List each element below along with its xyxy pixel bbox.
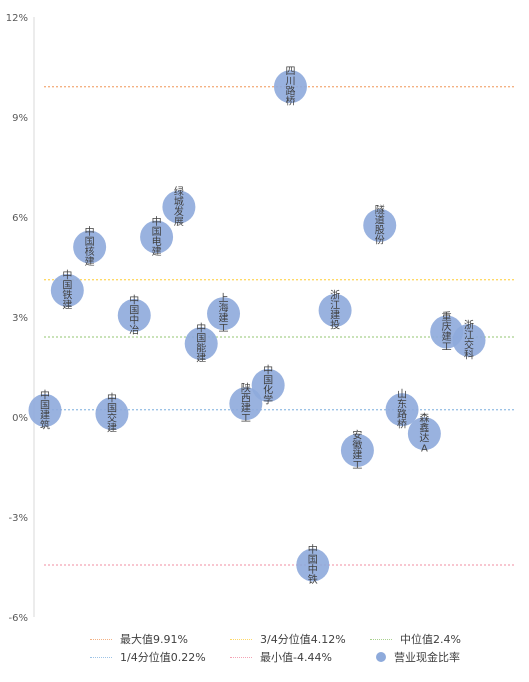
data-point <box>296 548 330 582</box>
data-point <box>184 327 218 361</box>
data-point-label: 中国中铁 <box>308 543 318 586</box>
data-point <box>28 393 62 427</box>
legend: 最大值9.91% 3/4分位值4.12% 中位值2.4% 1/4分位值0.22%… <box>0 626 529 676</box>
legend-marker-min <box>230 656 252 658</box>
data-point-label: 山东路桥 <box>397 389 407 431</box>
data-point-label: 隧道股份 <box>375 203 385 246</box>
legend-label-series: 营业现金比率 <box>394 651 460 664</box>
y-tick-label: -6% <box>9 613 28 624</box>
data-point <box>340 433 374 467</box>
y-tick-label: 3% <box>12 313 28 324</box>
y-tick-label: 12% <box>6 13 28 24</box>
data-point-label: 中国核建 <box>85 225 95 268</box>
data-point <box>140 220 174 254</box>
data-point-label: 陕西建工 <box>241 382 251 425</box>
data-point <box>385 393 419 427</box>
legend-item-q3: 3/4分位值4.12% <box>230 632 346 646</box>
data-point <box>95 397 129 431</box>
y-tick-label: 0% <box>12 413 28 424</box>
y-tick-label: 9% <box>12 113 28 124</box>
legend-item-q1: 1/4分位值0.22% <box>90 650 206 664</box>
legend-label-q3: 3/4分位值4.12% <box>260 633 346 646</box>
legend-marker-max <box>90 638 112 640</box>
data-point <box>229 387 263 421</box>
legend-item-series: 营业现金比率 <box>370 650 460 664</box>
data-point-label: 中国交建 <box>107 392 117 435</box>
data-point <box>117 298 151 332</box>
data-point <box>363 208 397 242</box>
data-point <box>452 323 486 357</box>
data-point <box>50 273 84 307</box>
data-point-label: 绿城发展 <box>174 185 184 228</box>
data-point-label: 中国化学 <box>263 363 273 406</box>
data-point-label: 中国建筑 <box>40 388 50 431</box>
data-point <box>318 293 352 327</box>
data-point-label: 中国电建 <box>152 215 162 258</box>
data-point <box>251 368 285 402</box>
legend-label-q1: 1/4分位值0.22% <box>120 651 206 664</box>
data-point <box>162 190 196 224</box>
legend-label-min: 最小值-4.44% <box>260 651 332 664</box>
data-point <box>73 230 107 264</box>
legend-item-min: 最小值-4.44% <box>230 650 332 664</box>
legend-item-median: 中位值2.4% <box>370 632 461 646</box>
data-point-label: 中国铁建 <box>62 268 72 311</box>
y-axis-ticks: 12% 9% 6% 3% 0% -3% -6% <box>6 13 28 624</box>
data-point-label: 中国能建 <box>196 322 206 365</box>
legend-marker-series <box>376 652 386 662</box>
data-point-label: 重庆建工 <box>442 310 452 353</box>
legend-label-median: 中位值2.4% <box>400 633 461 646</box>
legend-marker-median <box>370 638 392 640</box>
legend-marker-q3 <box>230 638 252 640</box>
legend-marker-q1 <box>90 656 112 658</box>
data-point-label: 浙江建投 <box>330 289 340 331</box>
y-tick-label: 6% <box>12 213 28 224</box>
data-point-label: 四川路桥 <box>285 67 295 108</box>
legend-item-max: 最大值9.91% <box>90 632 188 646</box>
data-point-label: 上海建工 <box>219 293 229 335</box>
data-point-label: 浙江交科 <box>464 319 474 361</box>
data-point-label: 中国中冶 <box>129 293 139 336</box>
data-point-label: 森鑫达 A <box>419 412 429 455</box>
y-tick-label: -3% <box>9 513 28 524</box>
legend-label-max: 最大值9.91% <box>120 633 188 646</box>
data-point-label: 安徽建工 <box>352 428 362 471</box>
data-point <box>407 417 441 451</box>
data-point <box>207 297 241 331</box>
data-point <box>273 70 307 104</box>
